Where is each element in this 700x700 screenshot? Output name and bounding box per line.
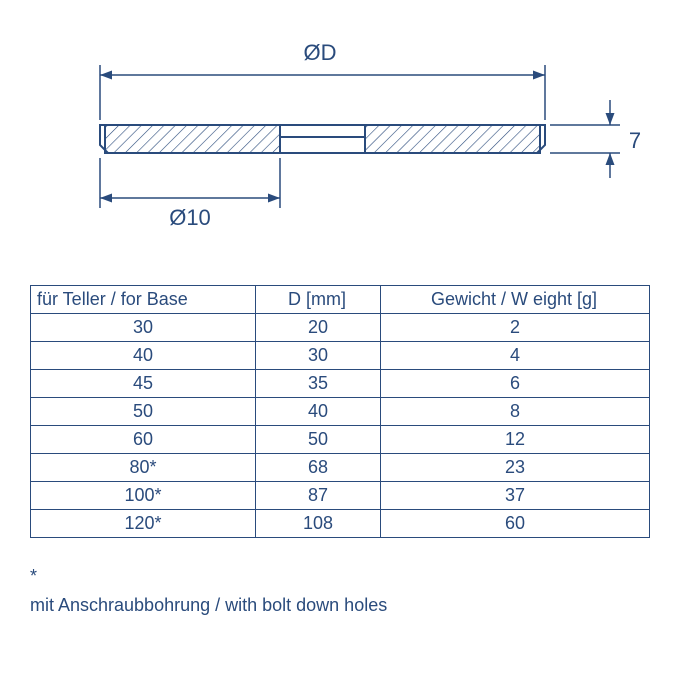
- table-cell: 120*: [31, 510, 256, 538]
- table-header-row: für Teller / for Base D [mm] Gewicht / W…: [31, 286, 650, 314]
- table-cell: 50: [256, 426, 381, 454]
- table-row: 30202: [31, 314, 650, 342]
- footnote: * mit Anschraubbohrung / with bolt down …: [30, 562, 680, 620]
- table-row: 120*10860: [31, 510, 650, 538]
- col-base: für Teller / for Base: [31, 286, 256, 314]
- table-cell: 80*: [31, 454, 256, 482]
- dim-label-d10: Ø10: [169, 205, 211, 230]
- table-row: 45356: [31, 370, 650, 398]
- table-row: 100*8737: [31, 482, 650, 510]
- col-weight: Gewicht / W eight [g]: [381, 286, 650, 314]
- footnote-star: *: [30, 562, 680, 591]
- table-cell: 2: [381, 314, 650, 342]
- table-cell: 60: [31, 426, 256, 454]
- footnote-text: mit Anschraubbohrung / with bolt down ho…: [30, 591, 680, 620]
- spec-table: für Teller / for Base D [mm] Gewicht / W…: [30, 285, 650, 538]
- table-row: 605012: [31, 426, 650, 454]
- table-cell: 68: [256, 454, 381, 482]
- table-cell: 23: [381, 454, 650, 482]
- table-cell: 35: [256, 370, 381, 398]
- table-row: 40304: [31, 342, 650, 370]
- table-cell: 30: [31, 314, 256, 342]
- dim-label-h: 7: [629, 128, 641, 153]
- table-cell: 108: [256, 510, 381, 538]
- dim-label-D: ØD: [304, 40, 337, 65]
- table-cell: 30: [256, 342, 381, 370]
- table-cell: 87: [256, 482, 381, 510]
- table-cell: 40: [31, 342, 256, 370]
- table-cell: 20: [256, 314, 381, 342]
- col-d: D [mm]: [256, 286, 381, 314]
- table-cell: 45: [31, 370, 256, 398]
- table-cell: 50: [31, 398, 256, 426]
- table-cell: 6: [381, 370, 650, 398]
- table-cell: 40: [256, 398, 381, 426]
- technical-drawing: ØD Ø10 7: [20, 20, 660, 240]
- table-row: 50408: [31, 398, 650, 426]
- table-cell: 60: [381, 510, 650, 538]
- table-cell: 100*: [31, 482, 256, 510]
- table-row: 80*6823: [31, 454, 650, 482]
- table-cell: 37: [381, 482, 650, 510]
- table-cell: 4: [381, 342, 650, 370]
- table-cell: 12: [381, 426, 650, 454]
- table-cell: 8: [381, 398, 650, 426]
